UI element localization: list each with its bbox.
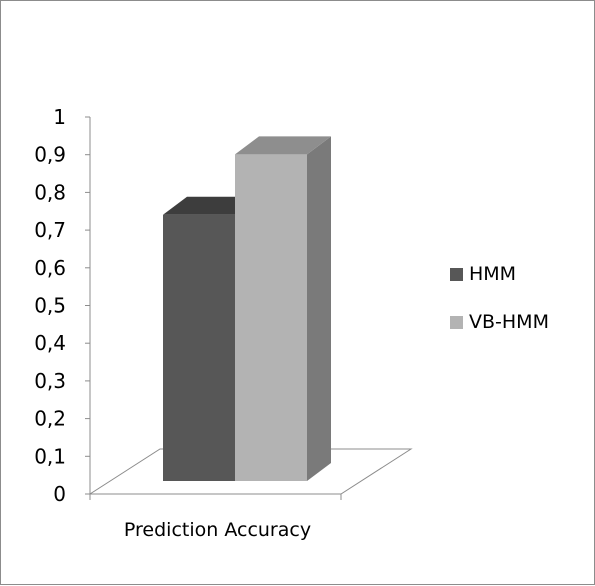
legend-item: HMM [450,263,516,285]
y-tick-label: 0,9 [34,143,66,167]
y-tick-label: 0,1 [34,444,66,468]
y-tick-label: 0,3 [34,369,66,393]
bar-top [235,136,331,155]
y-tick-label: 0,2 [34,407,66,431]
x-category-label: Prediction Accuracy [124,519,311,541]
bar-side [307,136,331,481]
y-tick-label: 0,5 [34,294,66,318]
legend-label: HMM [469,263,516,285]
legend-swatch [450,268,463,281]
y-tick-label: 0,7 [34,218,66,242]
bar-front [163,214,235,481]
y-axis: 0 0,1 0,2 0,3 0,4 0,5 0,6 0,7 0,8 0,9 1 [34,105,91,506]
x-axis: Prediction Accuracy [89,494,342,541]
bar-front [235,154,307,481]
y-tick-label: 0,8 [34,180,66,204]
legend-item: VB-HMM [450,311,549,333]
bars [163,136,331,481]
legend: HMM VB-HMM [450,263,549,333]
y-tick-label: 0,4 [34,331,66,355]
legend-swatch [450,316,463,329]
y-tick-label: 0,6 [34,256,66,280]
y-tick-label: 0 [53,482,66,506]
legend-label: VB-HMM [469,311,549,333]
y-tick-label: 1 [53,105,66,129]
bar-vb-hmm [235,136,331,481]
